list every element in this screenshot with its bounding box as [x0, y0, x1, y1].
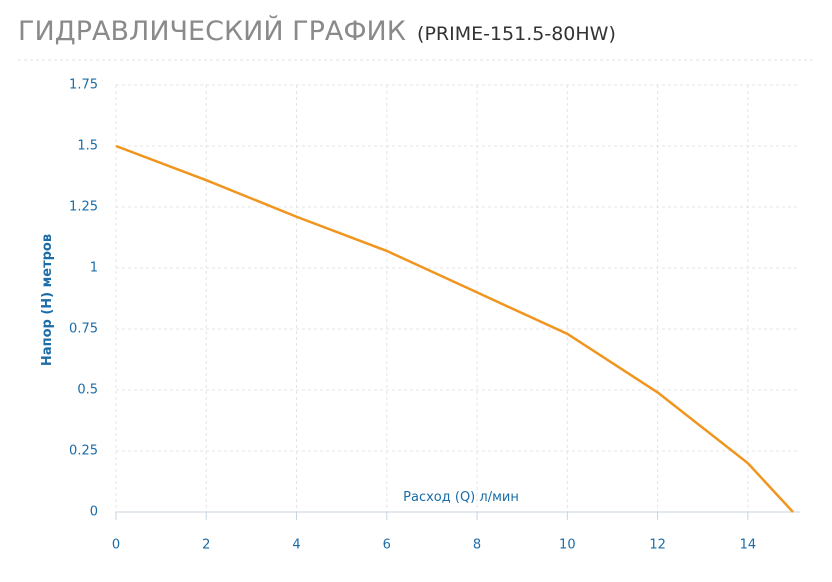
y-tick-label: 0.75	[69, 322, 98, 337]
x-tick-label: 6	[383, 538, 391, 553]
x-tick-label: 12	[649, 538, 666, 553]
y-tick-label: 1.25	[69, 200, 98, 215]
chart-title-group: ГИДРАВЛИЧЕСКИЙ ГРАФИК (PRIME-151.5-80HW)	[18, 15, 616, 47]
y-tick-label: 1.75	[69, 78, 98, 93]
chart-subtitle: (PRIME-151.5-80HW)	[417, 23, 616, 45]
x-tick-label: 14	[740, 538, 757, 553]
y-tick-label: 0.25	[69, 444, 98, 459]
x-axis-label: Расход (Q) л/мин	[403, 490, 519, 505]
x-tick-label: 10	[559, 538, 576, 553]
y-axis-label: Напор (H) метров	[40, 234, 55, 366]
x-tick-label: 4	[292, 538, 300, 553]
line	[115, 144, 794, 513]
y-tick-label: 0.5	[77, 383, 98, 398]
x-tick-label: 0	[112, 538, 120, 553]
x-tick-label: 8	[473, 538, 481, 553]
x-tick-label: 2	[202, 538, 210, 553]
y-tick-label: 1.5	[77, 139, 98, 154]
chart-title: ГИДРАВЛИЧЕСКИЙ ГРАФИК	[18, 15, 406, 47]
y-tick-label: 1	[90, 261, 98, 276]
y-tick-label: 0	[90, 505, 98, 520]
